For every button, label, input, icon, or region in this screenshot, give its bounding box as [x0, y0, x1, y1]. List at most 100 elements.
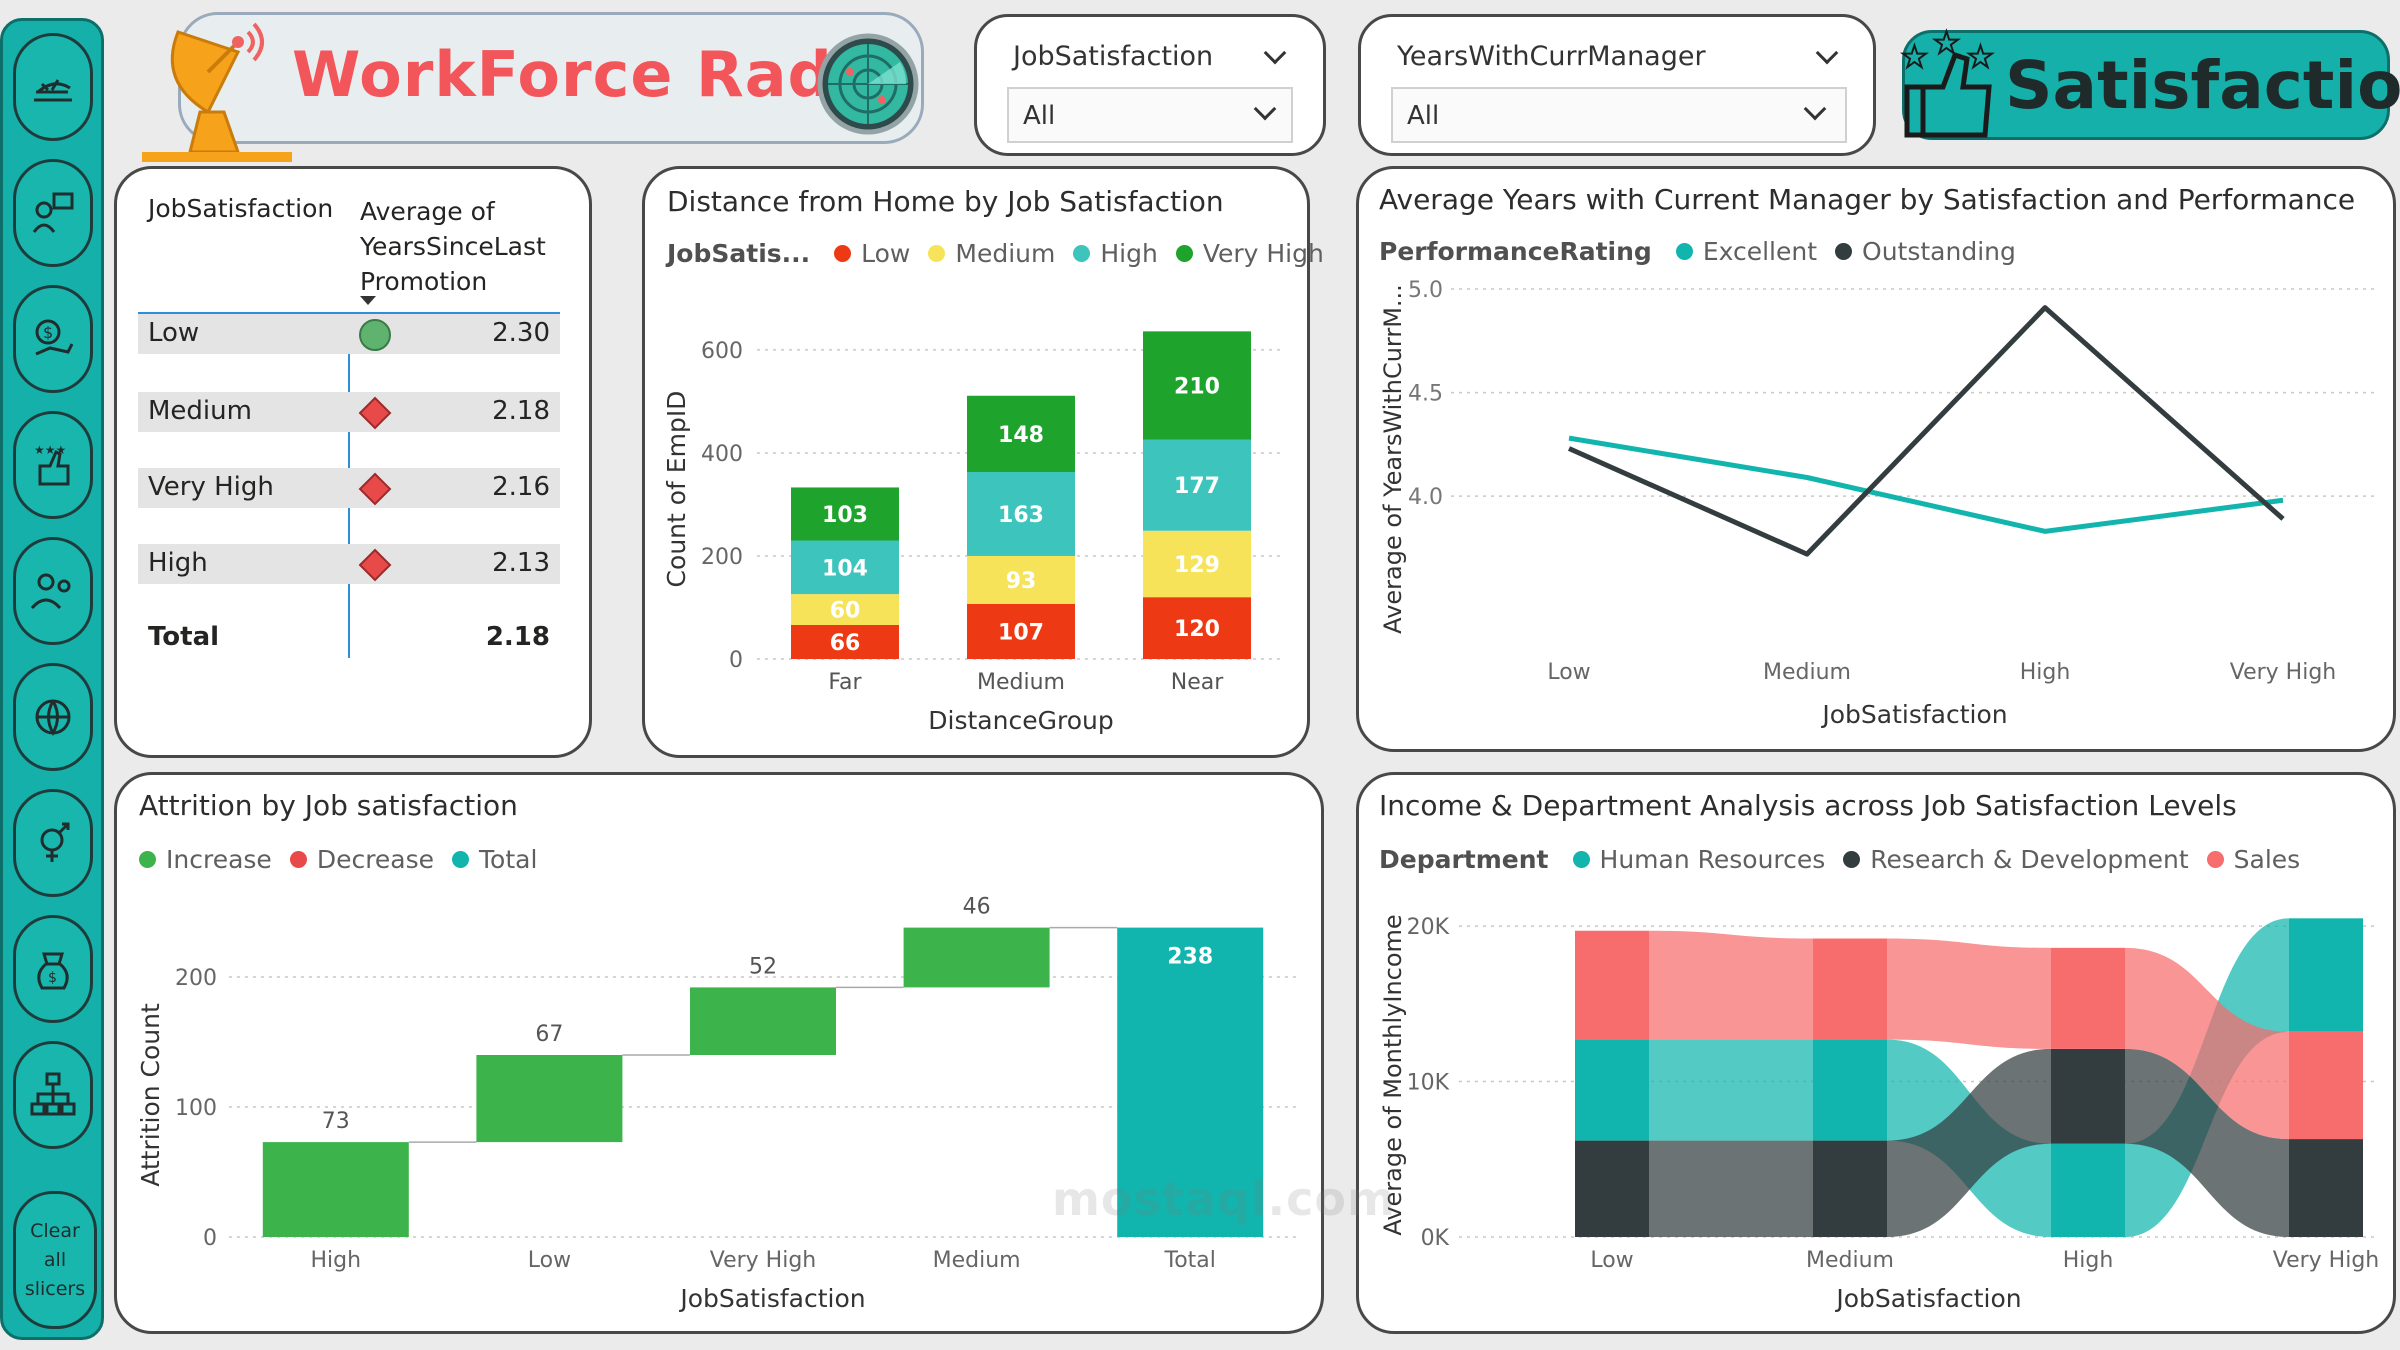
- legend-item-very-high[interactable]: Very High: [1202, 239, 1324, 268]
- legend-item-outstanding[interactable]: Outstanding: [1862, 237, 2016, 266]
- ribbon-band: [1649, 1039, 1813, 1141]
- nav-finance-button[interactable]: $: [13, 915, 93, 1023]
- chevron-down-icon: [1803, 97, 1827, 121]
- matrix-row-label: Low: [148, 318, 200, 348]
- legend-item-total[interactable]: Total: [479, 845, 538, 874]
- x-tick-label: Total: [1164, 1248, 1216, 1273]
- x-tick-label: Very High: [2273, 1248, 2380, 1273]
- x-axis-label: JobSatisfaction: [1834, 1284, 2021, 1313]
- sidebar-nav: $ ★★★ $ Clear all slicers: [0, 18, 104, 1340]
- data-label: 73: [322, 1109, 350, 1134]
- income-ribbon-chart: 0K 10K 20K Low Medium High Very High JobSatisfa…: [1379, 914, 2380, 1313]
- legend-item-high[interactable]: High: [1100, 239, 1158, 268]
- ribbon-band: [2125, 947, 2289, 1140]
- legend-item-medium[interactable]: Medium: [955, 239, 1056, 268]
- slicer-job-satisfaction-dropdown[interactable]: All: [1007, 87, 1293, 143]
- legend-item-excellent[interactable]: Excellent: [1702, 237, 1818, 266]
- svg-text:★: ★: [1901, 40, 1928, 75]
- x-tick-label: Far: [828, 670, 862, 695]
- nav-org-button[interactable]: [13, 1041, 93, 1149]
- sort-desc-icon[interactable]: [360, 296, 376, 305]
- satellite-dish-icon: [142, 22, 292, 162]
- ribbon-column-segment: [2051, 1143, 2125, 1237]
- x-tick-label: Low: [1547, 660, 1590, 685]
- airplane-icon: [34, 79, 72, 102]
- legend-dot-sales: [2206, 851, 2224, 868]
- legend-dot-total: [452, 851, 470, 868]
- chevron-down-icon[interactable]: [1263, 41, 1287, 65]
- people-icon: [30, 573, 71, 610]
- nav-gender-button[interactable]: [13, 789, 93, 897]
- ribbon-column-segment: [1575, 1140, 1649, 1237]
- data-label: 238: [1167, 945, 1213, 970]
- ribbon-band: [1649, 930, 1813, 1040]
- data-label: 46: [963, 895, 991, 920]
- y-tick-label: 600: [701, 339, 743, 364]
- chevron-down-icon[interactable]: [1815, 41, 1839, 65]
- increase-bar: [903, 927, 1050, 988]
- matrix-row[interactable]: Medium 2.18: [138, 392, 560, 432]
- increase-bar: [262, 1142, 409, 1237]
- nav-training-button[interactable]: [13, 159, 93, 267]
- nav-people-button[interactable]: [13, 537, 93, 645]
- slicer-years-with-manager-dropdown[interactable]: All: [1391, 87, 1847, 143]
- attrition-legend: Increase Decrease Total: [139, 845, 537, 874]
- matrix-row[interactable]: High 2.13: [138, 544, 560, 584]
- page-banner: ★ ★ ★ Satisfaction: [1900, 25, 2400, 140]
- radar-icon: [817, 33, 919, 135]
- income-legend: Department Human Resources Research & De…: [1379, 845, 2300, 874]
- legend-item-decrease[interactable]: Decrease: [316, 845, 435, 874]
- bar-segment: [791, 625, 899, 659]
- x-tick-label: Medium: [933, 1248, 1021, 1273]
- legend-item-sales[interactable]: Sales: [2233, 845, 2301, 874]
- legend-dot-excellent: [1675, 243, 1693, 260]
- income-chart-card: Income & Department Analysis across Job …: [1356, 772, 2396, 1334]
- org-chart-icon: [30, 1072, 76, 1116]
- data-label: 148: [998, 423, 1044, 448]
- legend-dot-low: [834, 245, 852, 262]
- x-tick-label: Low: [528, 1248, 571, 1273]
- matrix-row-label: Very High: [148, 472, 274, 502]
- y-tick-label: 0: [203, 1226, 217, 1251]
- matrix-row-value: 2.30: [492, 318, 550, 348]
- watermark-logo: mostaql.com: [1052, 1172, 1396, 1226]
- distance-chart-legend: JobSatis... Low Medium High Very High: [667, 239, 1324, 268]
- x-axis-label: JobSatisfaction: [678, 1284, 865, 1313]
- matrix-col2-line3: Promotion: [360, 267, 488, 296]
- matrix-row[interactable]: Low 2.30: [138, 314, 560, 354]
- legend-item-rnd[interactable]: Research & Development: [1870, 845, 2189, 874]
- matrix-col-jobsatisfaction: JobSatisfaction: [148, 194, 334, 223]
- data-label: 120: [1174, 617, 1220, 642]
- bar-segment: [791, 540, 899, 595]
- y-axis-label: Count of EmpID: [662, 391, 691, 588]
- y-tick-label: 200: [701, 545, 743, 570]
- matrix-row[interactable]: Very High 2.16: [138, 468, 560, 508]
- nav-global-button[interactable]: [13, 663, 93, 771]
- total-bar: [1117, 927, 1264, 1237]
- distance-chart-card: Distance from Home by Job Satisfaction J…: [642, 166, 1324, 758]
- nav-travel-button[interactable]: [13, 33, 93, 141]
- x-tick-label: Very High: [2230, 660, 2337, 685]
- nav-salary-button[interactable]: $: [13, 285, 93, 393]
- matrix-header: JobSatisfaction Average of YearsSinceLas…: [138, 186, 560, 316]
- legend-item-low[interactable]: Low: [861, 239, 911, 268]
- slicer-years-with-manager: YearsWithCurrManager All: [1358, 14, 1876, 156]
- ribbon-column-segment: [1813, 1039, 1887, 1141]
- legend-item-increase[interactable]: Increase: [166, 845, 272, 874]
- x-tick-label: High: [311, 1248, 362, 1273]
- slicer-job-satisfaction-value: All: [1023, 101, 1056, 131]
- bar-segment: [1143, 439, 1251, 531]
- bar-segment: [1143, 331, 1251, 440]
- legend-item-hr[interactable]: Human Resources: [1599, 845, 1826, 874]
- y-tick-label: 5.0: [1408, 278, 1443, 303]
- nav-satisfaction-button[interactable]: ★★★: [13, 411, 93, 519]
- bar-segment: [791, 487, 899, 541]
- svg-text:★★★: ★★★: [34, 443, 66, 457]
- data-label: 60: [830, 599, 861, 624]
- legend-dot-high: [1073, 245, 1091, 262]
- x-tick-label: High: [2020, 660, 2071, 685]
- legend-dot-very-high: [1175, 245, 1193, 262]
- clear-all-slicers-button[interactable]: Clear all slicers: [13, 1191, 97, 1329]
- matrix-row-value: 2.18: [492, 396, 550, 426]
- page-banner-title: Satisfaction: [2005, 47, 2400, 124]
